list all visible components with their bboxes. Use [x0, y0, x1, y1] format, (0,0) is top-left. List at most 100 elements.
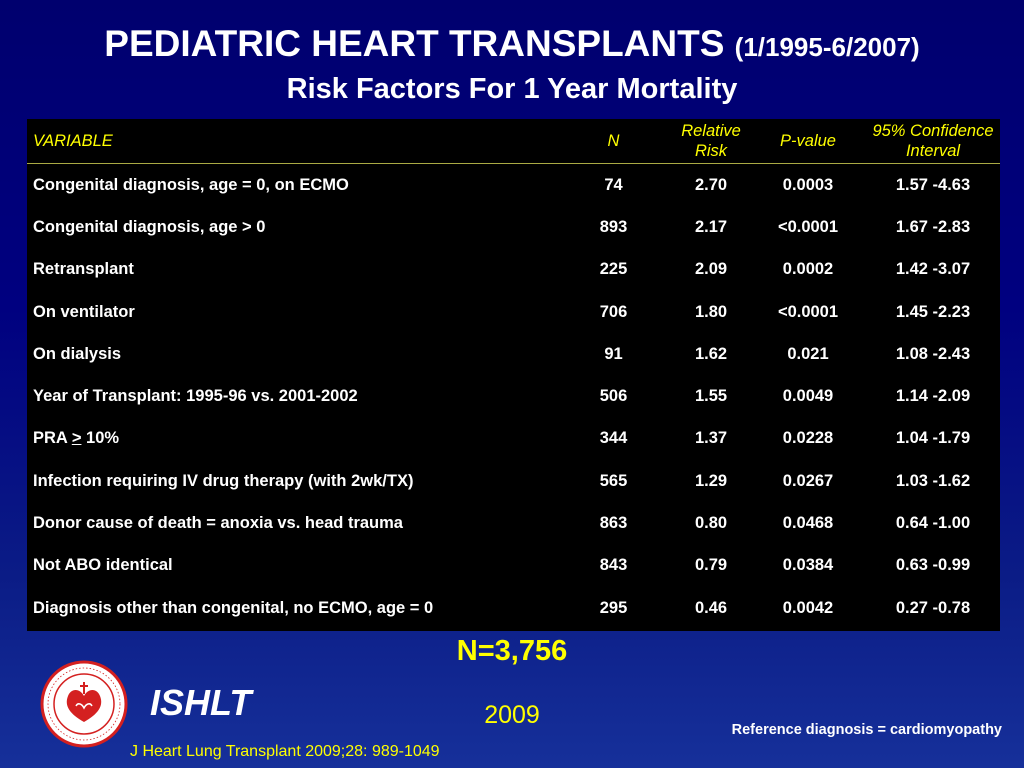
ci-low: 1.04: [895, 429, 928, 448]
cell-confidence-interval: 1.45 -2.23: [866, 291, 1000, 333]
cell-pvalue: 0.0042: [782, 598, 834, 617]
cell-relative-risk: 0.46: [694, 598, 728, 617]
cell-n: 506: [599, 387, 628, 406]
cell-pvalue: 0.021: [787, 344, 829, 363]
cell-pvalue: 0.0003: [782, 175, 834, 194]
ci-high: -2.09: [932, 387, 971, 406]
ci-high: -2.83: [932, 217, 971, 236]
slide-title: PEDIATRIC HEART TRANSPLANTS (1/1995-6/20…: [0, 22, 1024, 69]
ci-low: 1.03: [895, 471, 928, 490]
cell-pvalue: 0.0049: [782, 387, 834, 406]
cell-n: 74: [604, 175, 623, 194]
cell-relative-risk: 1.55: [694, 387, 728, 406]
report-year: 2009: [484, 701, 540, 729]
cell-variable: Retransplant: [33, 260, 134, 279]
table-row: Retransplant 225 2.09 0.0002 1.42 -3.07: [27, 249, 1000, 291]
cell-n: 225: [599, 260, 628, 279]
cell-variable: Donor cause of death = anoxia vs. head t…: [33, 514, 403, 533]
cell-confidence-interval: 1.42 -3.07: [866, 249, 1000, 291]
ci-high: -0.78: [932, 598, 971, 617]
cell-relative-risk: 2.09: [694, 260, 728, 279]
cell-n: 565: [599, 471, 628, 490]
header-variable: VARIABLE: [27, 119, 555, 164]
ci-high: -1.62: [932, 471, 971, 490]
table-row: Donor cause of death = anoxia vs. head t…: [27, 502, 1000, 544]
cell-confidence-interval: 0.64 -1.00: [866, 502, 1000, 544]
table-row: Year of Transplant: 1995-96 vs. 2001-200…: [27, 375, 1000, 417]
cell-confidence-interval: 1.08 -2.43: [866, 333, 1000, 375]
cell-variable: Congenital diagnosis, age = 0, on ECMO: [33, 175, 349, 194]
table-row: Infection requiring IV drug therapy (wit…: [27, 460, 1000, 502]
cell-variable: Infection requiring IV drug therapy (wit…: [33, 471, 414, 490]
table-row: On ventilator 706 1.80 <0.0001 1.45 -2.2…: [27, 291, 1000, 333]
ci-low: 1.42: [895, 260, 928, 279]
header-ci-line1: 95% Confidence: [872, 122, 994, 140]
header-ci-line2: Interval: [905, 142, 961, 160]
table-row: Congenital diagnosis, age > 0 893 2.17 <…: [27, 206, 1000, 248]
cell-n: 295: [599, 598, 628, 617]
header-pvalue: P-value: [750, 119, 866, 164]
cell-variable: Year of Transplant: 1995-96 vs. 2001-200…: [33, 387, 358, 406]
cell-relative-risk: 1.29: [694, 471, 728, 490]
cell-confidence-interval: 1.04 -1.79: [866, 418, 1000, 460]
ci-high: -0.99: [932, 556, 971, 575]
ci-high: -3.07: [932, 260, 971, 279]
cell-n: 893: [599, 217, 628, 236]
ci-low: 1.14: [895, 387, 928, 406]
ci-high: -1.79: [932, 429, 971, 448]
table-row: Congenital diagnosis, age = 0, on ECMO 7…: [27, 164, 1000, 207]
cell-n: 706: [599, 302, 628, 321]
risk-factor-table-container: VARIABLE N Relative Risk P-value 95% Con…: [27, 119, 1000, 631]
ci-low: 0.63: [895, 556, 928, 575]
ishlt-seal-graphic: [40, 660, 128, 748]
cell-pvalue: 0.0002: [782, 260, 834, 279]
ci-low: 1.67: [895, 217, 928, 236]
cell-variable: On ventilator: [33, 302, 135, 321]
table-row: On dialysis 91 1.62 0.021 1.08 -2.43: [27, 333, 1000, 375]
risk-factor-table: VARIABLE N Relative Risk P-value 95% Con…: [27, 119, 1000, 629]
ci-low: 0.27: [895, 598, 928, 617]
ishlt-seal-icon: [40, 660, 128, 748]
cell-variable: On dialysis: [33, 344, 122, 363]
ci-high: -2.43: [932, 344, 971, 363]
header-rr-line1: Relative: [681, 122, 741, 140]
journal-citation: J Heart Lung Transplant 2009;28: 989-104…: [130, 743, 440, 760]
cell-relative-risk: 0.80: [694, 514, 728, 533]
cell-confidence-interval: 1.57 -4.63: [866, 164, 1000, 207]
cell-n: 344: [599, 429, 628, 448]
ci-high: -1.00: [932, 514, 971, 533]
cell-pvalue: 0.0384: [782, 556, 834, 575]
total-n: N=3,756: [456, 635, 568, 667]
table-row: PRA > 10% 344 1.37 0.0228 1.04 -1.79: [27, 418, 1000, 460]
cell-pvalue: 0.0468: [782, 514, 834, 533]
ci-high: -4.63: [932, 175, 971, 194]
cell-variable: Congenital diagnosis, age > 0: [33, 217, 266, 236]
cell-confidence-interval: 1.67 -2.83: [866, 206, 1000, 248]
cell-relative-risk: 0.79: [694, 556, 728, 575]
header-n: N: [555, 119, 672, 164]
header-relative-risk: Relative Risk: [672, 119, 750, 164]
cell-n: 91: [604, 344, 623, 363]
ci-low: 1.57: [895, 175, 928, 194]
cell-n: 843: [599, 556, 628, 575]
header-confidence-interval: 95% Confidence Interval: [866, 119, 1000, 164]
cell-relative-risk: 1.37: [694, 429, 728, 448]
cell-relative-risk: 2.17: [694, 217, 728, 236]
cell-confidence-interval: 0.27 -0.78: [866, 587, 1000, 629]
ci-low: 1.45: [895, 302, 928, 321]
cell-relative-risk: 2.70: [694, 175, 728, 194]
ci-low: 1.08: [895, 344, 928, 363]
cell-pvalue: <0.0001: [777, 302, 839, 321]
cell-pvalue: <0.0001: [777, 217, 839, 236]
cell-relative-risk: 1.80: [694, 302, 728, 321]
title-main: PEDIATRIC HEART TRANSPLANTS: [104, 23, 725, 64]
cell-variable: Not ABO identical: [33, 556, 173, 575]
title-date-range: (1/1995-6/2007): [734, 32, 920, 62]
variable-suffix: 10%: [81, 429, 120, 448]
table-row: Not ABO identical 843 0.79 0.0384 0.63 -…: [27, 545, 1000, 587]
header-rr-line2: Risk: [694, 142, 728, 160]
cell-pvalue: 0.0228: [782, 429, 834, 448]
ci-low: 0.64: [895, 514, 928, 533]
cell-confidence-interval: 1.03 -1.62: [866, 460, 1000, 502]
reference-diagnosis-note: Reference diagnosis = cardiomyopathy: [731, 722, 1002, 738]
